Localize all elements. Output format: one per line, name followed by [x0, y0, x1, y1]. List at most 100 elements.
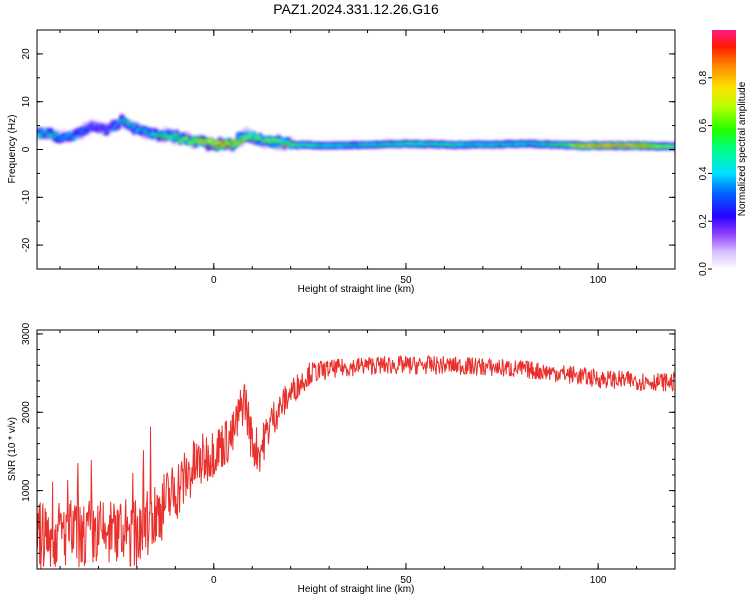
x-tick-label: 0: [211, 275, 217, 286]
spectrogram-cell: [209, 146, 213, 148]
spectrogram-cell: [482, 144, 487, 146]
spectrogram-cell: [535, 143, 539, 146]
spectrogram-cell: [338, 144, 342, 146]
spectrogram-cell: [153, 129, 158, 135]
spectrogram-cell: [369, 144, 373, 146]
spectrogram-cell: [159, 134, 164, 137]
spectrogram-cell: [218, 140, 223, 144]
spectrogram-cell: [172, 137, 176, 140]
spectrogram-cell: [575, 144, 579, 146]
spectrogram-cell: [199, 138, 204, 142]
spectrogram-cell: [359, 144, 364, 148]
spectrogram-cell: [627, 143, 632, 147]
spectrogram-cell: [402, 142, 407, 145]
spectrogram-cell: [98, 130, 103, 133]
spectrogram-cell: [528, 142, 533, 145]
spectrogram-cell: [43, 131, 47, 135]
spectrogram-cell: [562, 143, 567, 146]
spectrogram-cell: [230, 138, 235, 143]
spectrogram-cell: [181, 138, 186, 142]
spectrogram-cell: [113, 120, 118, 127]
spectrogram-cell: [267, 140, 272, 147]
spectrogram-cell: [252, 134, 256, 138]
spectrogram-cell: [175, 137, 180, 140]
spectrogram-cell: [359, 143, 364, 146]
spectrogram-cell: [129, 125, 133, 130]
spectrogram-cell: [221, 142, 226, 147]
spectrogram-cell: [571, 145, 576, 147]
spectrogram-cell: [599, 143, 604, 147]
spectrogram-cell: [673, 146, 675, 148]
spectrogram-cell: [538, 143, 542, 146]
spectrogram-cell: [246, 134, 250, 137]
spectrogram-cell: [372, 143, 376, 146]
spectrogram-cell: [163, 136, 167, 139]
spectrogram-cell: [92, 122, 97, 125]
spectrogram-cell: [301, 144, 306, 146]
spectrogram-cell: [126, 120, 130, 122]
spectrogram-cell: [442, 144, 447, 146]
spectrogram-cell: [120, 115, 124, 122]
spectrogram-cell: [605, 144, 610, 147]
spectrogram-cell: [461, 143, 465, 145]
spectrogram-cell: [95, 124, 100, 131]
spectrogram-cell: [255, 136, 259, 139]
spectrogram-cell: [239, 134, 244, 140]
spectrogram-cell: [581, 144, 585, 146]
spectrogram-cell: [412, 143, 416, 146]
spectrogram-cell: [150, 128, 155, 136]
spectrogram-cell: [261, 140, 266, 143]
spectrogram-cell: [381, 143, 386, 146]
spectrogram-cell: [73, 136, 78, 140]
spectrogram-cell: [347, 144, 352, 147]
spectrogram-cell: [101, 127, 106, 131]
x-tick-label: 50: [400, 275, 412, 286]
spectrogram-cell: [409, 142, 413, 146]
spectrogram-cell: [270, 140, 275, 147]
snr-ylabel: SNR (10 * v/v): [7, 417, 18, 481]
spectrogram-cell: [98, 125, 103, 128]
spectrogram-xlabel: Height of straight line (km): [298, 284, 415, 295]
spectrogram-cell: [279, 145, 284, 147]
spectrogram-cell: [292, 144, 296, 146]
spectrogram-cell: [150, 132, 155, 136]
spectrogram-cell: [498, 143, 502, 145]
spectrogram-cell: [581, 144, 585, 148]
spectrogram-cell: [258, 138, 263, 140]
spectrogram-cell: [73, 131, 78, 136]
spectrogram-cell: [565, 143, 570, 146]
spectrogram-cell: [135, 128, 140, 131]
spectrogram-cell: [611, 145, 616, 147]
spectrogram-cell: [166, 136, 170, 139]
spectrogram-cell: [70, 137, 75, 140]
spectrogram-cell: [159, 132, 164, 137]
spectrogram-cell: [661, 145, 665, 148]
spectrogram-cell: [187, 141, 192, 144]
spectrogram-cell: [445, 144, 450, 146]
snr-panel: 0 50 100 1000 2000 3000 Height of straight li…: [7, 322, 676, 595]
spectrogram-cell: [418, 142, 422, 145]
spectrogram-cell: [46, 130, 50, 134]
spectrogram-cell: [239, 139, 244, 142]
spectrogram-cell: [116, 121, 121, 125]
spectrogram-cell: [568, 144, 573, 146]
spectrogram-cell: [596, 144, 601, 146]
spectrogram-cell: [430, 143, 435, 145]
spectrogram-cell: [322, 144, 327, 147]
spectrogram-cell: [326, 144, 330, 146]
spectrogram-cell: [181, 137, 186, 139]
spectrogram-cell: [316, 144, 321, 147]
x-tick-label: 100: [590, 575, 607, 586]
spectrogram-cell: [445, 142, 450, 146]
spectrogram-cell: [559, 144, 564, 147]
snr-frame: [36, 329, 676, 570]
spectrogram-cell: [37, 135, 41, 137]
spectrogram-cell: [664, 146, 668, 148]
spectrogram-cell: [249, 132, 253, 137]
spectrogram-cell: [378, 144, 382, 146]
spectrogram-cell: [532, 142, 536, 145]
spectrogram-cell: [356, 143, 361, 146]
spectrogram-cell: [276, 137, 281, 142]
spectrogram-cell: [37, 128, 41, 135]
colorbar-tick-label: 0.0: [698, 262, 709, 276]
